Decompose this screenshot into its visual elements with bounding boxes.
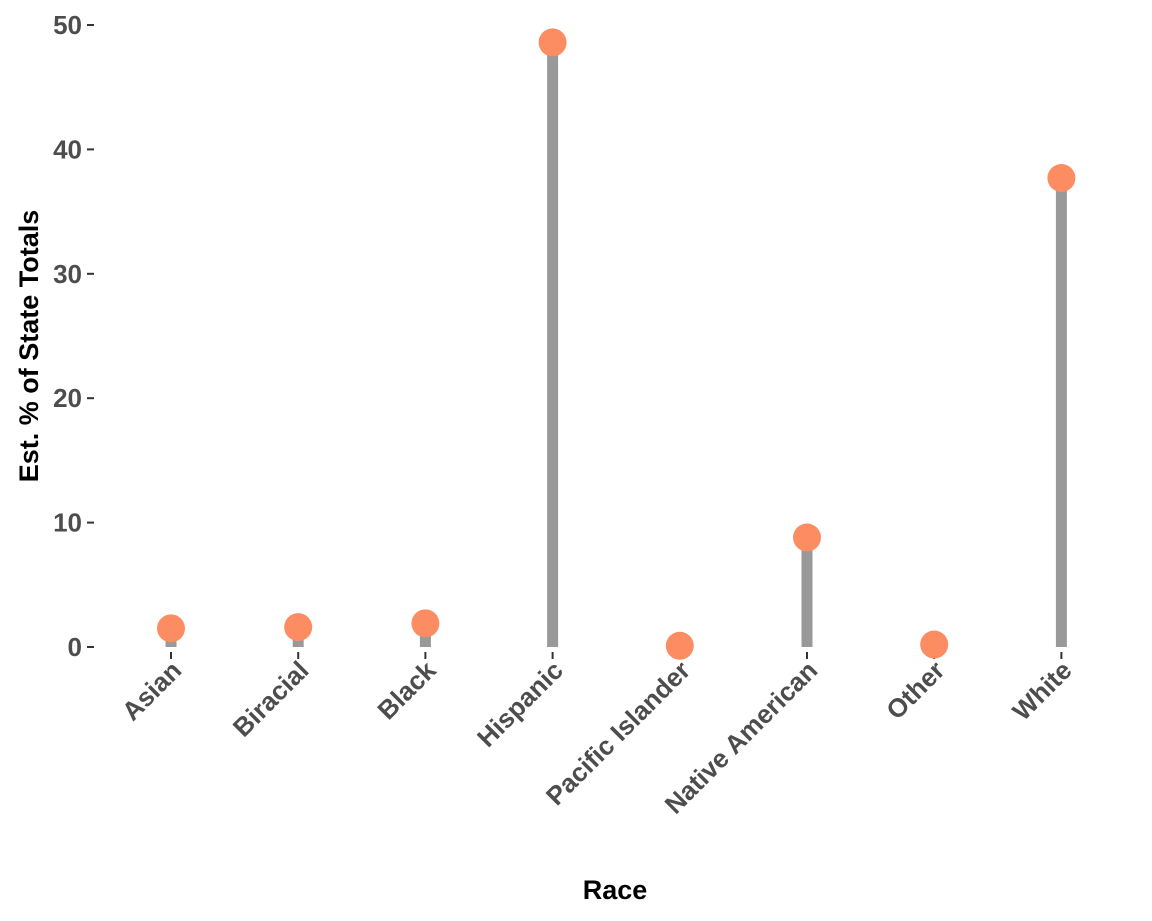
y-axis-title: Est. % of State Totals: [14, 210, 44, 483]
lollipop-point: [920, 630, 949, 659]
lollipop-point: [284, 613, 313, 642]
y-axis: 0 10 20 30 40 50: [53, 10, 94, 662]
y-tick-label: 40: [53, 134, 82, 164]
lollipop-stem: [1055, 178, 1067, 647]
lollipop-stem: [801, 537, 813, 647]
lollipop-point: [793, 523, 821, 552]
lollipop-point: [665, 631, 694, 660]
x-tick-label: Asian: [116, 655, 187, 726]
y-tick-label: 10: [53, 508, 82, 538]
lollipop-point: [411, 609, 440, 638]
y-tick-label: 30: [53, 259, 82, 289]
lollipop-stems: [165, 42, 1067, 647]
x-tick-label: Black: [371, 655, 442, 726]
y-tick-label: 50: [53, 10, 82, 40]
x-tick-label: Hispanic: [471, 655, 569, 753]
lollipop-stem: [547, 42, 559, 647]
x-tick-label: Other: [880, 655, 950, 725]
y-tick-label: 0: [68, 632, 82, 662]
lollipop-point: [538, 28, 567, 57]
x-axis-title: Race: [583, 875, 648, 905]
x-tick-label: Biracial: [227, 655, 315, 743]
x-tick-label: White: [1006, 655, 1077, 726]
lollipop-point: [157, 614, 185, 643]
y-tick-label: 20: [53, 383, 82, 413]
lollipop-points: [157, 28, 1076, 660]
lollipop-point: [1047, 164, 1076, 193]
